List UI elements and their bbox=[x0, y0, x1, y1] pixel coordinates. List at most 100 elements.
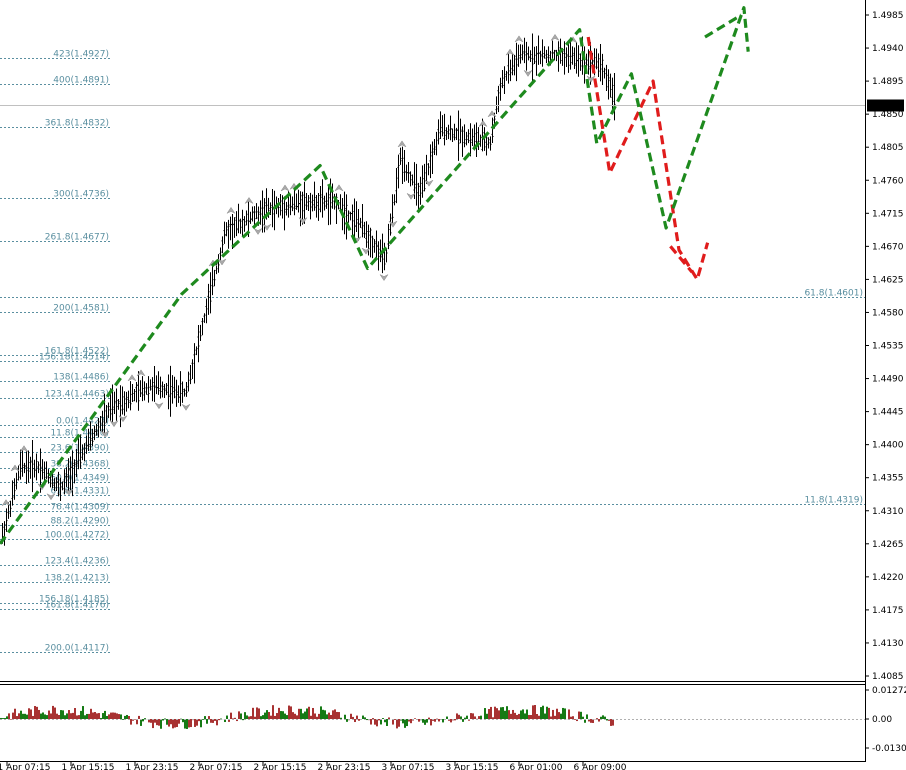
fib-label: 123.4(1.4463) bbox=[45, 390, 109, 400]
price-tick-label: 1.4490 bbox=[872, 375, 904, 385]
histogram-bar bbox=[562, 707, 564, 719]
histogram-bar bbox=[86, 713, 88, 719]
histogram-bar bbox=[536, 714, 538, 719]
histogram-bar bbox=[322, 709, 324, 719]
fractal-down bbox=[379, 273, 389, 282]
histogram-bar bbox=[534, 705, 536, 719]
fractal-down bbox=[262, 223, 272, 231]
histogram-bar bbox=[328, 712, 330, 719]
histogram-bar bbox=[266, 710, 268, 719]
histogram-bar bbox=[370, 719, 372, 725]
histogram-bar bbox=[162, 719, 164, 721]
histogram-bar bbox=[288, 705, 290, 719]
histogram-bar bbox=[408, 719, 410, 722]
histogram-bar bbox=[190, 719, 192, 728]
histogram-bar bbox=[356, 715, 358, 719]
histogram-bar bbox=[270, 715, 272, 719]
fractal-up bbox=[487, 110, 497, 118]
histogram-bar bbox=[324, 710, 326, 719]
histogram-bar bbox=[462, 719, 464, 722]
histogram-bar bbox=[418, 719, 420, 722]
fib-label: 11.8(1.4410) bbox=[50, 429, 109, 439]
histogram-bar bbox=[110, 712, 112, 719]
histogram-bar bbox=[204, 716, 206, 719]
histogram-bar bbox=[502, 707, 504, 719]
price-tick-label: 1.4850 bbox=[872, 110, 904, 120]
histogram-bar bbox=[358, 719, 360, 721]
histogram-bar bbox=[582, 716, 584, 719]
histogram-bar bbox=[428, 717, 430, 719]
histogram-bar bbox=[240, 713, 242, 719]
histogram-bar bbox=[238, 711, 240, 719]
histogram-bar bbox=[340, 717, 342, 719]
histogram-bar bbox=[208, 716, 210, 719]
fractal-down bbox=[523, 69, 533, 77]
fractal-down bbox=[154, 402, 164, 410]
histogram-bar bbox=[334, 709, 336, 719]
time-tick-label: 2 Apr 15:15 bbox=[254, 763, 307, 770]
price-tick-label: 1.4715 bbox=[872, 209, 904, 219]
histogram-bar bbox=[160, 719, 162, 729]
histogram-bar bbox=[72, 712, 74, 719]
histogram-bar bbox=[298, 708, 300, 719]
histogram-bar bbox=[318, 713, 320, 719]
histogram-bar bbox=[606, 719, 608, 721]
fractal-markers bbox=[1, 33, 596, 507]
histogram-bar bbox=[312, 707, 314, 719]
histogram-bar bbox=[524, 713, 526, 719]
fractal-down bbox=[181, 403, 191, 411]
time-tick-label: 2 Apr 23:15 bbox=[318, 763, 371, 770]
histogram-bar bbox=[308, 706, 310, 719]
histogram-bar bbox=[430, 719, 432, 726]
histogram-bar bbox=[372, 718, 374, 719]
time-tick-label: 6 Apr 09:00 bbox=[574, 763, 627, 770]
histogram-bar bbox=[378, 719, 380, 721]
histogram-bar bbox=[528, 714, 530, 719]
price-tick-label: 1.4535 bbox=[872, 342, 904, 352]
histogram-bar bbox=[56, 713, 58, 719]
histogram-bar bbox=[610, 719, 612, 726]
price-tick-label: 1.4445 bbox=[872, 408, 904, 418]
histogram-bar bbox=[496, 708, 498, 719]
time-tick-label: 2 Apr 07:15 bbox=[190, 763, 243, 770]
price-tick-label: 1.4355 bbox=[872, 474, 904, 484]
histogram-bar bbox=[82, 706, 84, 719]
histogram-bar bbox=[442, 719, 444, 723]
histogram-bar bbox=[124, 715, 126, 719]
histogram-bar bbox=[560, 713, 562, 719]
histogram-bar bbox=[58, 714, 60, 719]
histogram-bar bbox=[294, 713, 296, 719]
fib-label: 123.4(1.4236) bbox=[45, 557, 109, 567]
histogram-bar bbox=[48, 710, 50, 719]
histogram-bar bbox=[138, 715, 140, 719]
histogram-bar bbox=[158, 719, 160, 726]
histogram-bar bbox=[176, 719, 178, 728]
histogram-bar bbox=[470, 713, 472, 719]
histogram-bar bbox=[202, 719, 204, 720]
histogram-bar bbox=[352, 716, 354, 719]
histogram-bar bbox=[200, 719, 202, 728]
histogram-bar bbox=[332, 710, 334, 719]
histogram-bar bbox=[194, 719, 196, 727]
histogram-bar bbox=[466, 715, 468, 719]
fibonacci-levels: 423(1.4927) 400(1.4891) 361.8(1.4832) 300(1… bbox=[0, 50, 865, 654]
time-tick-label: 1 Apr 23:15 bbox=[126, 763, 179, 770]
histogram-bar bbox=[22, 713, 24, 719]
price-tick-label: 1.4940 bbox=[872, 44, 904, 54]
histogram-bar bbox=[142, 719, 144, 722]
histogram-bar bbox=[224, 719, 226, 723]
histogram-bar bbox=[278, 707, 280, 719]
histogram-bar bbox=[50, 713, 52, 719]
histogram-bar bbox=[592, 719, 594, 723]
histogram-bar bbox=[336, 711, 338, 719]
histogram-bar bbox=[34, 706, 36, 719]
price-tick-label: 1.4265 bbox=[872, 540, 904, 550]
price-tick-label: 1.4670 bbox=[872, 242, 904, 252]
histogram-bar bbox=[544, 713, 546, 719]
price-tick-label: 1.4805 bbox=[872, 143, 904, 153]
histogram-bar bbox=[254, 716, 256, 719]
histogram-bar bbox=[198, 719, 200, 722]
histogram-bar bbox=[424, 719, 426, 725]
